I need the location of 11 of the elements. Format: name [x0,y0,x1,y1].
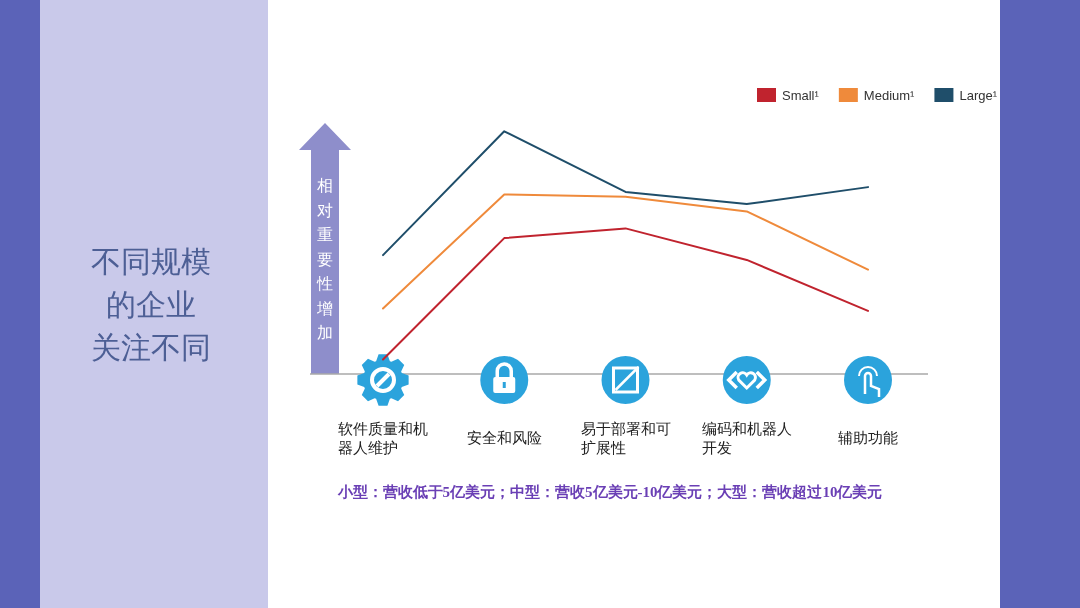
title: 不同规模的企业关注不同 [91,245,211,364]
x-tick-label: 安全和风险 [466,430,542,446]
x-tick-label: 编码和机器人开发 [701,420,792,456]
legend-label: Large¹ [959,88,998,103]
ylabel: 相对重要性增加 [317,177,333,341]
x-tick-label: 辅助功能 [838,430,898,446]
x-tick-label: 软件质量和机器人维护 [338,420,428,456]
annotation: 小型：营收低于5亿美元；中型：营收5亿美元-10亿美元；大型：营收超过10亿美元 [337,484,883,500]
x-tick-label: 易于部署和可扩展性 [580,420,671,456]
legend-label: Medium¹ [863,88,916,103]
legend-label: Small¹ [782,88,820,103]
